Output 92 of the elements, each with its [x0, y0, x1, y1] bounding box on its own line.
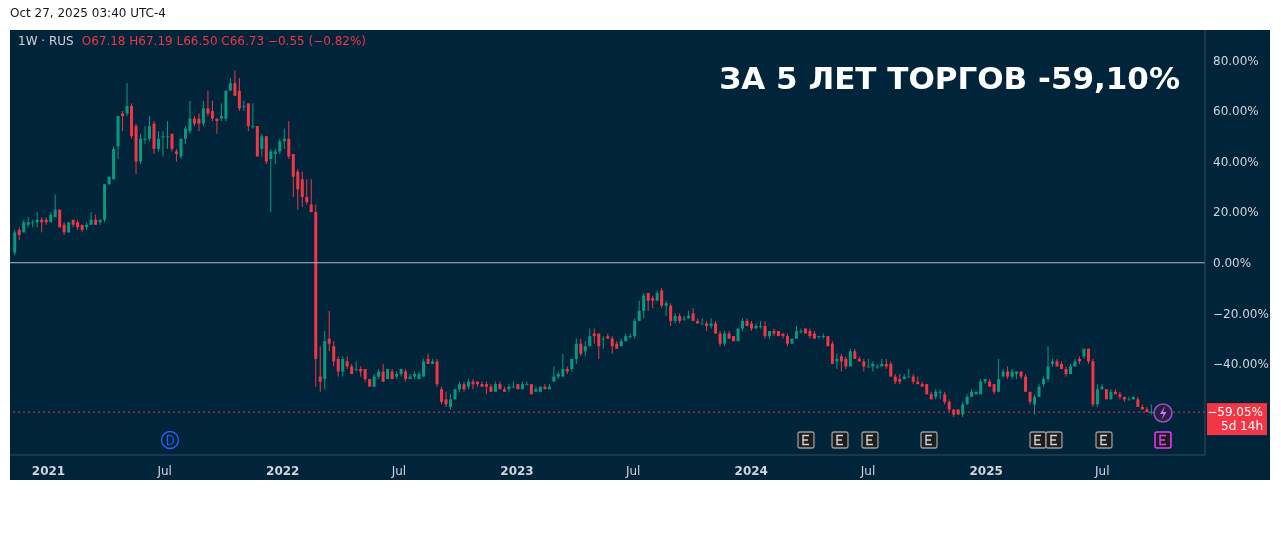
candlestick — [157, 130, 161, 152]
y-tick-label: 20.00% — [1213, 205, 1259, 220]
candlestick — [336, 355, 340, 378]
candlestick — [354, 360, 358, 373]
x-tick-label: Jul — [156, 464, 172, 478]
candlestick — [1046, 345, 1050, 383]
candlestick — [997, 358, 1001, 393]
candlestick — [269, 148, 273, 213]
candlestick — [682, 315, 686, 322]
candlestick — [435, 358, 439, 388]
candlestick — [300, 171, 304, 208]
text: Oct 27, 2025 03:40 UTC-4 — [10, 6, 166, 20]
candlestick — [700, 317, 704, 325]
candlestick — [246, 102, 250, 132]
candlestick — [251, 102, 255, 130]
candlestick — [709, 317, 713, 330]
candlestick — [844, 355, 848, 370]
candlestick — [341, 355, 345, 378]
candlestick — [13, 229, 17, 256]
candlestick — [1127, 396, 1131, 401]
candlestick — [287, 120, 291, 160]
ref-line-label: −59.05% — [1207, 405, 1263, 420]
candlestick — [139, 133, 143, 165]
candlestick — [260, 133, 264, 157]
candlestick — [830, 340, 834, 365]
candlestick — [165, 120, 169, 150]
candlestick — [511, 381, 515, 388]
candlestick — [161, 130, 165, 157]
candlestick — [1064, 365, 1068, 378]
candlestick — [1010, 368, 1014, 380]
candlestick — [633, 317, 637, 340]
candlestick — [206, 90, 210, 117]
candlestick — [673, 312, 677, 324]
candlestick — [318, 345, 322, 393]
y-tick-label: −20.00% — [1213, 306, 1269, 321]
candlestick — [660, 287, 664, 309]
candlestick — [574, 338, 578, 365]
candlestick — [309, 178, 313, 213]
candlestick — [233, 69, 237, 97]
candlestick — [188, 100, 192, 135]
candlestick — [772, 328, 776, 337]
candlestick — [291, 153, 295, 198]
candlestick — [332, 340, 336, 367]
text: ЗА 5 ЛЕТ ТОРГОВ -59,10% — [719, 60, 1180, 96]
candlestick — [808, 328, 812, 340]
annotation: O67.18 H67.19 L66.50 C66.73 −0.55 (−0.82%) — [81, 34, 367, 48]
x-tick-label: 2022 — [266, 464, 300, 478]
candlestick — [444, 391, 448, 408]
candlestick — [1095, 383, 1099, 408]
candlestick — [210, 100, 214, 122]
candlestick — [601, 335, 605, 350]
candlestick — [799, 328, 803, 335]
y-tick-label: 80.00% — [1213, 53, 1259, 68]
candlestick — [201, 100, 205, 127]
candlestick — [1149, 403, 1153, 416]
y-tick-label: −40.00% — [1213, 357, 1269, 372]
candlestick — [121, 110, 125, 132]
x-tick-label: Jul — [624, 464, 641, 478]
x-tick-label: Jul — [859, 464, 876, 478]
candlestick — [597, 333, 601, 360]
candlestick — [754, 322, 758, 330]
x-tick-label: 2025 — [969, 464, 1003, 478]
candlestick — [669, 302, 673, 327]
x-tick-label: 2024 — [734, 464, 768, 478]
candlestick — [237, 77, 241, 112]
candlestick — [148, 115, 152, 142]
candlestick — [561, 353, 565, 378]
candlestick — [525, 381, 529, 386]
x-tick-label: Jul — [390, 464, 407, 478]
candlestick — [426, 353, 430, 365]
candlestick — [907, 368, 911, 378]
candlestick — [242, 100, 246, 112]
candlestick — [197, 112, 201, 132]
y-tick-label: 60.00% — [1213, 104, 1259, 119]
annotation: 1W · RUS — [18, 34, 74, 48]
candlestick — [327, 310, 331, 352]
y-tick-label: 40.00% — [1213, 154, 1259, 169]
x-tick-label: Jul — [1094, 464, 1110, 478]
y-tick-label: 0.00% — [1213, 256, 1252, 270]
candlestick — [637, 300, 641, 322]
x-tick-label: 2021 — [31, 464, 66, 478]
x-tick-label: 2023 — [500, 464, 534, 478]
candlestick — [125, 82, 129, 117]
candlestick — [938, 388, 942, 400]
candlestick — [305, 178, 309, 206]
candlestick — [642, 292, 646, 319]
candlestick — [89, 211, 93, 226]
candlestick — [1118, 391, 1122, 400]
candlestick — [462, 381, 466, 393]
text: 5d 14h — [1221, 419, 1263, 434]
candlestick — [143, 125, 147, 145]
candlestick — [1033, 393, 1037, 416]
